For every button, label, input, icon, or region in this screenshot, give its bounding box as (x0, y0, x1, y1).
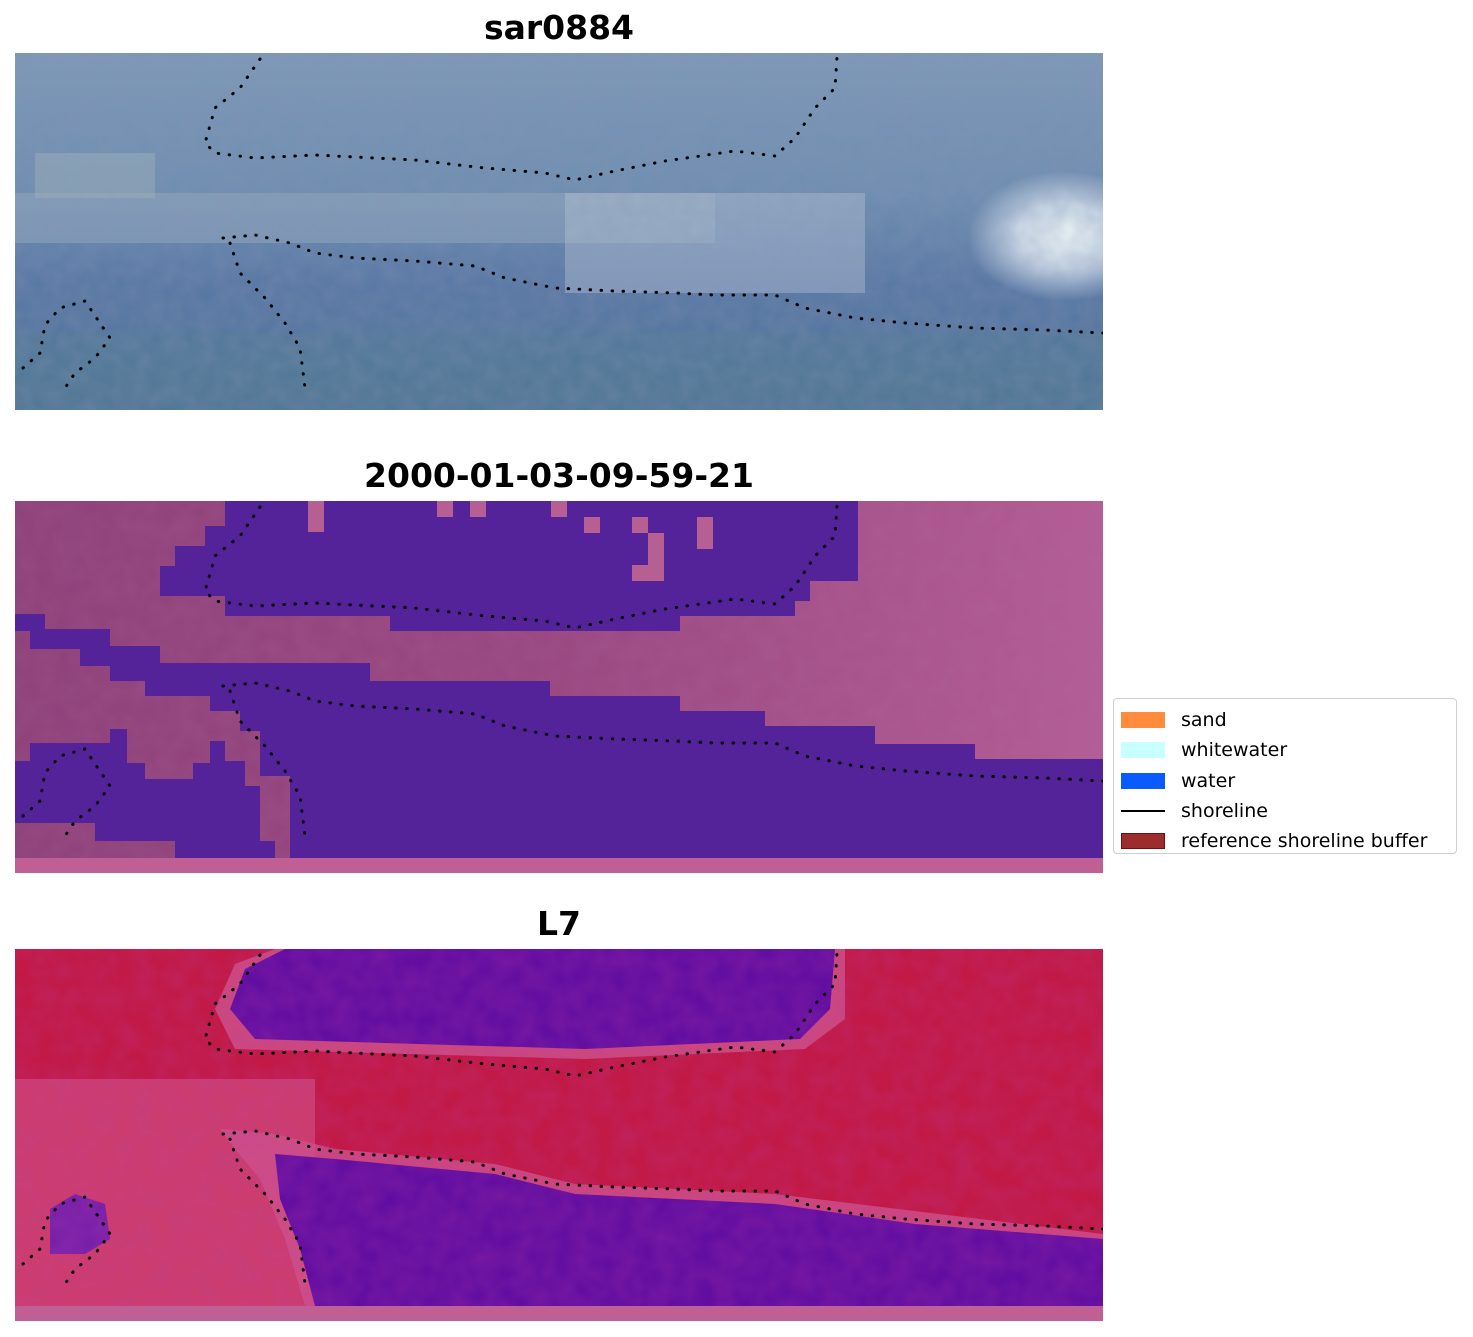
legend-item-sand: sand (1114, 705, 1456, 735)
legend: sand whitewater water shoreline referenc… (1113, 698, 1457, 854)
legend-item-whitewater: whitewater (1114, 735, 1456, 765)
buffer-strip (15, 858, 1103, 873)
legend-label: reference shoreline buffer (1181, 830, 1428, 853)
legend-label: water (1181, 769, 1236, 792)
legend-label: sand (1181, 709, 1227, 732)
legend-item-reference-buffer: reference shoreline buffer (1114, 826, 1456, 856)
shoreline-dots (21, 55, 1103, 390)
panel-title-satellite: L7 (537, 904, 581, 943)
classified-image (15, 501, 1103, 873)
legend-item-shoreline: shoreline (1114, 796, 1456, 826)
sand-swatch (1121, 712, 1165, 729)
water-swatch (1121, 772, 1165, 789)
buffer-strip (15, 1306, 1103, 1321)
rgb-satellite-image (15, 53, 1103, 410)
whitewater-swatch (1121, 742, 1165, 759)
legend-label: shoreline (1181, 800, 1268, 823)
reference-buffer-swatch (1121, 833, 1165, 850)
shoreline-line-swatch (1121, 810, 1165, 813)
legend-item-water: water (1114, 766, 1456, 796)
panel-title-rgb: sar0884 (483, 8, 635, 47)
shoreline-dots (21, 951, 1103, 1286)
mndwi-image (15, 949, 1103, 1321)
panel-title-date: 2000-01-03-09-59-21 (364, 456, 754, 495)
shoreline-dots (21, 503, 1103, 838)
legend-label: whitewater (1181, 739, 1288, 762)
